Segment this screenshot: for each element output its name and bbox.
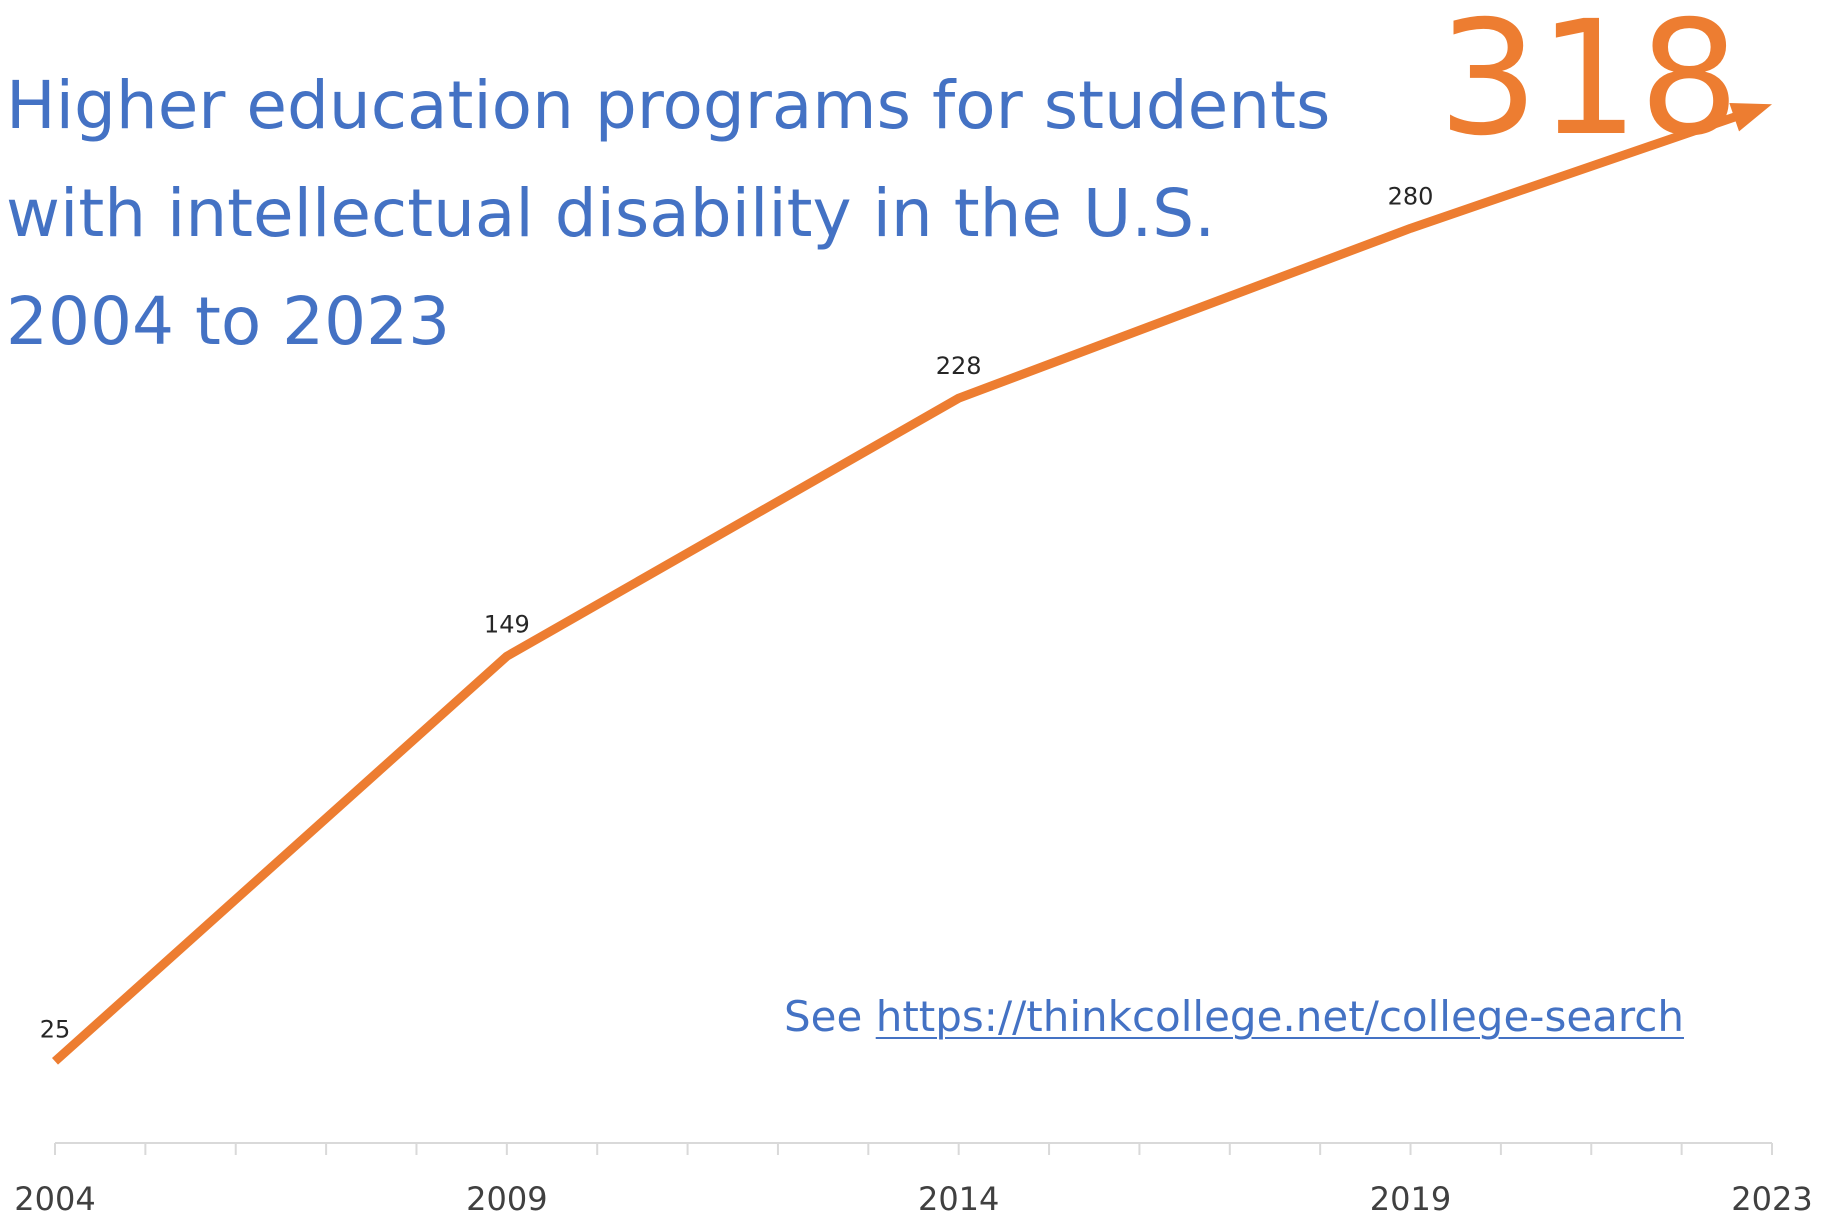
chart-title-line: Higher education programs for students xyxy=(6,67,1331,144)
chart-title-line: 2004 to 2023 xyxy=(6,283,451,360)
x-tick-label: 2019 xyxy=(1370,1180,1451,1213)
x-tick-label: 2023 xyxy=(1731,1180,1812,1213)
chart-title: Higher education programs for students w… xyxy=(6,52,1426,376)
source-link[interactable]: https://thinkcollege.net/college-search xyxy=(875,992,1684,1041)
data-labels: 25 149 228 280 xyxy=(40,182,1434,1043)
data-label: 149 xyxy=(484,610,530,638)
series-layer xyxy=(51,103,1773,1065)
data-label: 280 xyxy=(1388,182,1434,210)
series-arrow-head xyxy=(1729,103,1772,132)
x-axis: 2004 2009 2014 2019 2023 xyxy=(14,1142,1813,1213)
source-prefix: See xyxy=(784,992,876,1041)
highlight-value: 318 xyxy=(1438,0,1740,171)
data-label: 228 xyxy=(936,352,982,380)
chart-title-line: with intellectual disability in the U.S. xyxy=(6,175,1216,252)
data-label: 25 xyxy=(40,1015,71,1043)
x-tick-label: 2009 xyxy=(466,1180,547,1213)
source-note: See https://thinkcollege.net/college-sea… xyxy=(784,992,1684,1042)
x-tick-label: 2004 xyxy=(14,1180,95,1213)
x-tick-label: 2014 xyxy=(918,1180,999,1213)
